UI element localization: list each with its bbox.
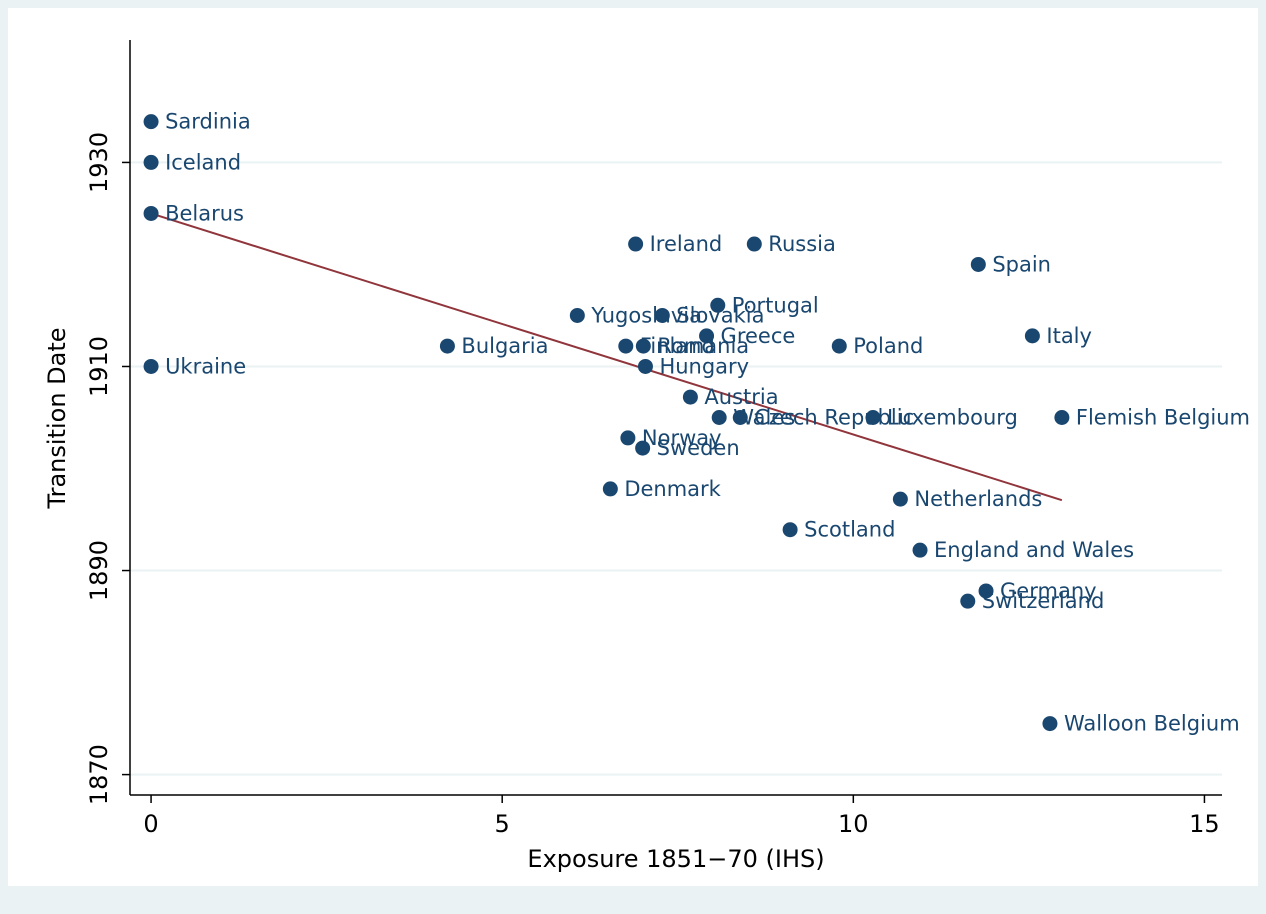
point-label: Germany — [1000, 579, 1097, 603]
point-label: Russia — [768, 232, 836, 256]
point-label: Ireland — [650, 232, 723, 256]
point-label: Walloon Belgium — [1064, 712, 1240, 736]
point-label: Bulgaria — [461, 334, 548, 358]
point-label: Belarus — [165, 201, 244, 225]
point — [143, 358, 159, 374]
point — [637, 358, 653, 374]
point — [960, 593, 976, 609]
point — [602, 481, 618, 497]
x-tick-label: 10 — [838, 810, 869, 838]
point-label: Norway — [642, 426, 722, 450]
point — [746, 236, 762, 252]
plot-background — [8, 8, 1258, 886]
point-label: Ukraine — [165, 354, 246, 378]
point — [782, 522, 798, 538]
fit-line — [150, 212, 1063, 502]
point-label: Czech Republic — [754, 406, 914, 430]
point — [1042, 716, 1058, 732]
y-tick-label: 1910 — [85, 336, 113, 397]
y-tick-label: 1870 — [85, 744, 113, 805]
point-label: Italy — [1046, 324, 1092, 348]
x-tick-label: 0 — [143, 810, 158, 838]
point-label: Switzerland — [982, 589, 1104, 613]
point-label: Luxembourg — [887, 406, 1018, 430]
point-label: England and Wales — [934, 538, 1134, 562]
point-label: Slovakia — [676, 303, 764, 327]
point — [1054, 410, 1070, 425]
point-label: Romania — [657, 334, 749, 358]
point — [143, 205, 159, 221]
point — [710, 297, 726, 313]
point — [682, 389, 698, 405]
point-label: Spain — [992, 252, 1051, 276]
point — [1024, 328, 1040, 344]
point-label: Finland — [640, 334, 715, 358]
point-label: Sweden — [657, 436, 740, 460]
point — [912, 542, 928, 558]
x-tick-label: 15 — [1189, 810, 1220, 838]
point — [143, 154, 159, 170]
point-label: Flemish Belgium — [1076, 406, 1250, 430]
point — [831, 338, 847, 354]
point — [569, 307, 585, 323]
point-label: Netherlands — [914, 487, 1042, 511]
point-label: Greece — [721, 324, 796, 348]
point-label: Poland — [853, 334, 923, 358]
point — [892, 491, 908, 507]
point — [439, 338, 455, 354]
point-label: Scotland — [804, 518, 895, 542]
point — [628, 236, 644, 252]
point-label: Hungary — [659, 354, 749, 378]
y-tick-label: 1890 — [85, 540, 113, 601]
point-label: Yugoslavia — [590, 303, 702, 327]
y-tick-label: 1930 — [85, 132, 113, 193]
point — [635, 440, 651, 456]
point — [620, 430, 636, 446]
point — [711, 410, 727, 425]
y-axis-title: Transition Date — [43, 327, 71, 509]
point — [978, 583, 994, 599]
point — [970, 256, 986, 272]
point — [654, 307, 670, 323]
point — [865, 410, 881, 425]
point — [699, 328, 715, 344]
point — [732, 410, 748, 425]
point-label: Austria — [704, 385, 778, 409]
x-axis-title: Exposure 1851−70 (IHS) — [527, 845, 824, 873]
point-label: Denmark — [624, 477, 721, 501]
x-tick-label: 5 — [495, 810, 510, 838]
point — [143, 114, 159, 130]
point — [635, 338, 651, 354]
point-label: Sardinia — [165, 110, 251, 134]
point — [618, 338, 634, 354]
point-label: Iceland — [165, 150, 241, 174]
point-label: Portugal — [732, 293, 819, 317]
